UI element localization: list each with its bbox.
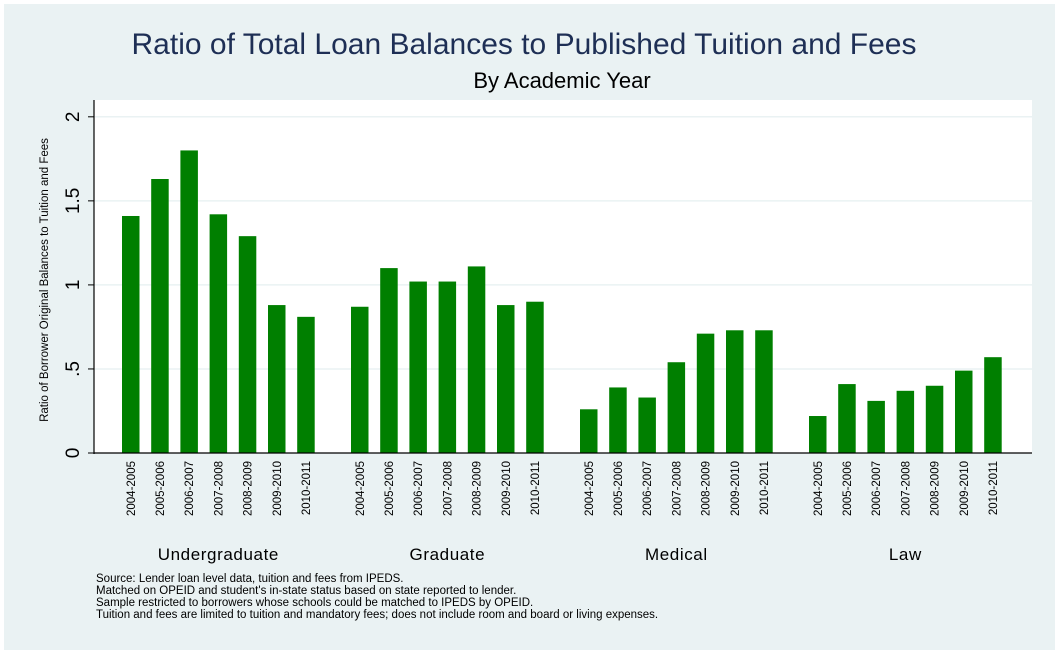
source-note-line: Tuition and fees are limited to tuition … [96, 609, 658, 621]
bar-law-2006-2007 [867, 400, 885, 453]
bar-undergraduate-2008-2009 [238, 236, 257, 453]
x-tick-label: 2005-2006 [842, 461, 854, 516]
x-tick-label: 2005-2006 [155, 461, 167, 516]
bar-law-2005-2006 [838, 384, 856, 453]
x-tick-label: 2009-2010 [272, 461, 284, 516]
x-tick-label: 2009-2010 [730, 461, 742, 516]
bar-undergraduate-2006-2007 [180, 150, 198, 453]
bar-medical-2010-2011 [755, 330, 773, 453]
plot-background [94, 100, 1032, 453]
bar-undergraduate-2009-2010 [268, 305, 286, 453]
bar-graduate-2008-2009 [467, 266, 486, 453]
bar-medical-2005-2006 [609, 387, 627, 453]
bar-medical-2006-2007 [638, 397, 656, 453]
bar-law-2007-2008 [896, 390, 915, 453]
group-label-undergraduate: Undergraduate [158, 545, 279, 564]
x-tick-label: 2007-2008 [213, 461, 225, 516]
x-tick-label: 2007-2008 [900, 461, 912, 516]
x-tick-label: 2010-2011 [988, 461, 1000, 515]
x-tick-label: 2008-2009 [930, 461, 942, 516]
y-tick-label: 1.5 [63, 188, 84, 214]
x-tick-label: 2007-2008 [671, 461, 683, 516]
x-tick-label: 2008-2009 [243, 461, 255, 516]
x-tick-label: 2004-2005 [126, 461, 138, 516]
bar-law-2010-2011 [984, 357, 1002, 453]
x-tick-label: 2006-2007 [184, 461, 196, 516]
x-tick-label: 2004-2005 [584, 461, 596, 516]
x-tick-label: 2005-2006 [384, 461, 396, 516]
x-tick-label: 2010-2011 [759, 461, 771, 515]
source-note-line: Matched on OPEID and student's in-state … [96, 585, 516, 597]
x-tick-label: 2006-2007 [871, 461, 883, 516]
x-tick-label: 2009-2010 [959, 461, 971, 516]
bar-graduate-2006-2007 [409, 281, 427, 453]
bar-law-2004-2005 [809, 416, 827, 453]
bar-medical-2004-2005 [580, 409, 598, 453]
y-tick-label: 2 [63, 112, 84, 123]
source-note-line: Sample restricted to borrowers whose sch… [96, 597, 533, 609]
group-label-graduate: Graduate [410, 545, 486, 564]
plot-area: 2004-2005 2005-2006 2006-2007 2007-2008 2008… [63, 100, 1032, 564]
chart-frame: Ratio of Total Loan Balances to Publishe… [4, 4, 1055, 650]
y-tick-label: 0 [63, 448, 84, 459]
source-note-line: Source: Lender loan level data, tuition … [96, 573, 404, 585]
bar-undergraduate-2004-2005 [122, 215, 140, 453]
bar-law-2009-2010 [955, 370, 973, 453]
x-tick-label: 2006-2007 [413, 461, 425, 516]
x-tick-label: 2010-2011 [301, 461, 313, 515]
group-label-law: Law [889, 545, 922, 564]
bar-graduate-2005-2006 [380, 268, 398, 453]
x-tick-label: 2004-2005 [355, 461, 367, 516]
bar-medical-2009-2010 [726, 330, 744, 453]
y-tick-label: 1 [63, 280, 84, 291]
x-tick-label: 2008-2009 [472, 461, 484, 516]
x-tick-label: 2009-2010 [501, 461, 513, 516]
bar-graduate-2007-2008 [438, 281, 457, 453]
chart-subtitle: By Academic Year [473, 68, 650, 93]
bar-law-2008-2009 [925, 385, 944, 453]
bar-graduate-2004-2005 [351, 306, 369, 453]
bar-graduate-2009-2010 [497, 305, 515, 453]
bar-undergraduate-2010-2011 [297, 316, 315, 453]
source-notes: Source: Lender loan level data, tuition … [96, 573, 658, 621]
y-tick-label: .5 [63, 361, 84, 377]
y-axis-label: Ratio of Borrower Original Balances to T… [39, 138, 51, 422]
bar-medical-2008-2009 [696, 333, 715, 453]
bar-undergraduate-2005-2006 [151, 179, 169, 453]
x-tick-label: 2004-2005 [813, 461, 825, 516]
x-tick-label: 2010-2011 [530, 461, 542, 515]
bar-undergraduate-2007-2008 [209, 214, 228, 453]
bar-graduate-2010-2011 [526, 301, 544, 453]
x-tick-label: 2007-2008 [442, 461, 454, 516]
x-tick-label: 2008-2009 [701, 461, 713, 516]
x-tick-label: 2005-2006 [613, 461, 625, 516]
x-tick-label: 2006-2007 [642, 461, 654, 516]
group-label-medical: Medical [645, 545, 708, 564]
chart: Ratio of Total Loan Balances to Publishe… [39, 28, 1032, 621]
chart-title: Ratio of Total Loan Balances to Publishe… [132, 28, 917, 61]
bar-medical-2007-2008 [667, 362, 686, 453]
